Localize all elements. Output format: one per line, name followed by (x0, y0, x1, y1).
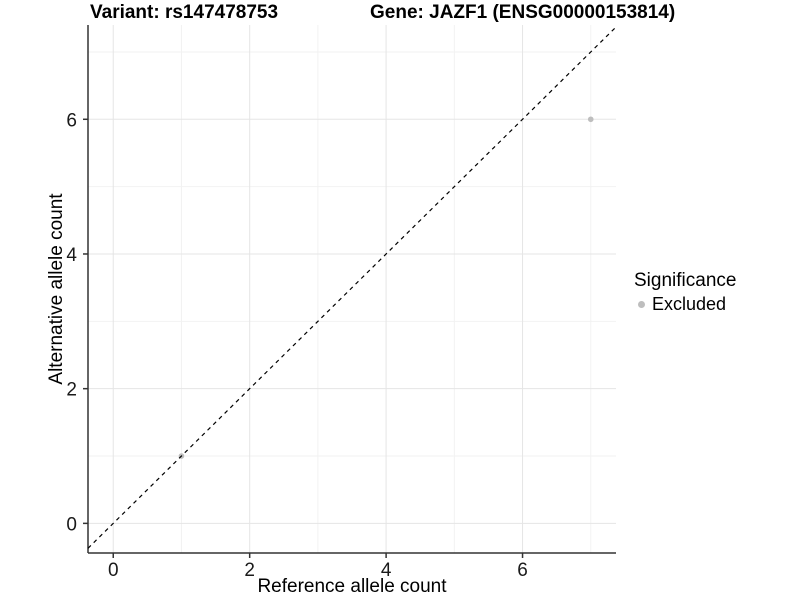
data-point (587, 116, 594, 123)
x-tick-label: 6 (517, 560, 528, 581)
x-tick-label: 0 (108, 560, 119, 581)
identity-reference-line (87, 26, 617, 549)
y-tick-label: 6 (66, 110, 77, 131)
legend-entry-label: Excluded (652, 294, 727, 314)
x-tick-label: 2 (244, 560, 255, 581)
legend-title: Significance (634, 270, 737, 291)
y-tick-label: 0 (66, 514, 77, 535)
y-tick-label: 2 (66, 380, 77, 401)
y-tick-label: 4 (66, 245, 77, 266)
x-axis-title: Reference allele count (257, 576, 447, 597)
legend-entry-excluded: Excluded (630, 293, 798, 315)
excluded-point-marker-icon (638, 300, 645, 308)
variant-title: Variant: rs147478753 (90, 2, 279, 23)
legend: Significance Excluded (630, 269, 798, 315)
x-tick-label: 4 (381, 560, 392, 581)
gene-title: Gene: JAZF1 (ENSG00000153814) (370, 2, 676, 23)
y-axis-title: Alternative allele count (46, 193, 67, 385)
